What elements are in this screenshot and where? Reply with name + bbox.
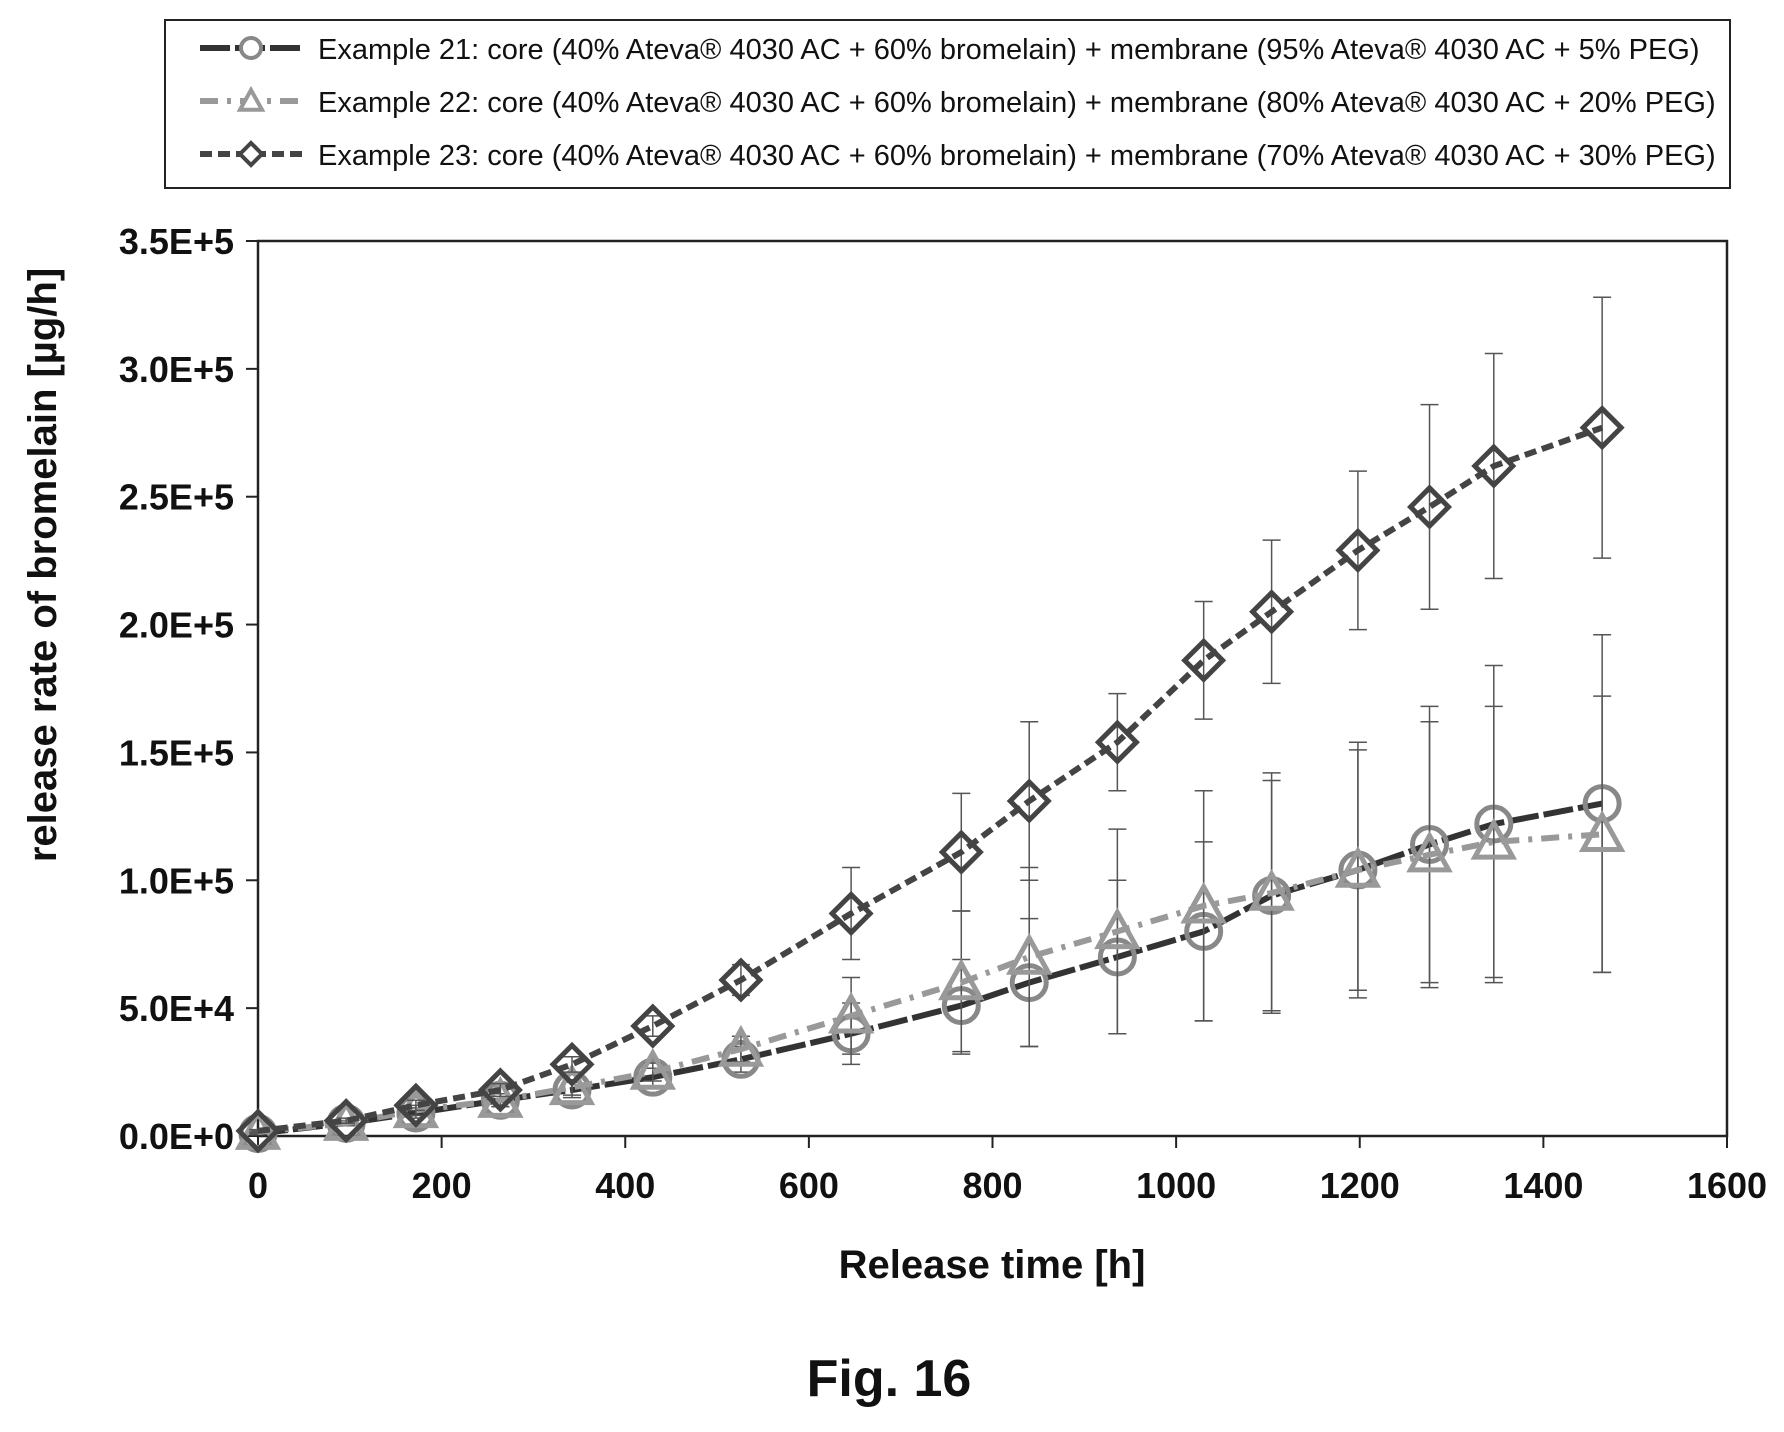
data-point-diamond (630, 1003, 676, 1049)
data-point-triangle (629, 1047, 677, 1090)
data-point-diamond (235, 1108, 281, 1154)
data-point-triangle (1578, 810, 1626, 852)
legend-marker (239, 36, 263, 60)
data-point-diamond (1094, 719, 1140, 765)
data-point-diamond (1335, 527, 1381, 573)
figure-caption: Fig. 16 (807, 1350, 972, 1408)
y-tick-label: 2.0E+5 (119, 605, 234, 646)
x-tick-label: 200 (412, 1165, 472, 1206)
legend-triangle-marker (236, 85, 266, 112)
data-point-diamond (549, 1041, 595, 1087)
series-line (257, 424, 1604, 1134)
legend-label: Example 22: core (40% Ateva® 4030 AC + 6… (318, 87, 1716, 119)
legend: Example 21: core (40% Ateva® 4030 AC + 6… (164, 19, 1731, 189)
y-tick-label: 3.0E+5 (119, 349, 234, 390)
data-point-diamond (938, 829, 984, 875)
legend-circle-marker (239, 36, 263, 60)
data-point-diamond (1471, 443, 1517, 489)
x-tick-label: 800 (962, 1165, 1022, 1206)
legend-label: Example 23: core (40% Ateva® 4030 AC + 6… (318, 140, 1716, 172)
data-point-triangle (1180, 881, 1227, 924)
legend-marker (236, 85, 266, 112)
data-point-diamond (1579, 405, 1625, 451)
data-point-triangle (1094, 907, 1141, 950)
data-point-triangle (1248, 868, 1295, 911)
data-point-triangle (827, 991, 875, 1034)
x-tick-label: 0 (248, 1165, 268, 1206)
data-point-diamond (718, 957, 764, 1003)
data-point-triangle (1470, 817, 1518, 860)
data-point-triangle (717, 1024, 765, 1067)
y-tick-label: 3.5E+5 (119, 221, 234, 262)
legend-marker (237, 140, 265, 168)
legend-entry-1: Example 21: core (40% Ateva® 4030 AC + 6… (200, 34, 1700, 66)
x-tick-label: 1400 (1503, 1165, 1583, 1206)
series-2 (234, 695, 1626, 1150)
x-tick-label: 1200 (1320, 1165, 1400, 1206)
data-point-triangle (1005, 932, 1053, 975)
legend-frame (164, 19, 1731, 189)
data-point-triangle (548, 1063, 596, 1106)
y-axis-label: release rate of bromelain [µg/h] (21, 268, 65, 862)
y-tick-label: 1.0E+5 (119, 860, 234, 901)
data-point-circle (633, 1057, 673, 1097)
data-point-triangle (1334, 845, 1382, 888)
x-tick-label: 1000 (1136, 1165, 1216, 1206)
data-point-diamond (477, 1067, 523, 1113)
data-point-triangle (938, 958, 985, 1001)
data-point-diamond (1406, 484, 1453, 530)
legend-entry-2: Example 22: core (40% Ateva® 4030 AC + 6… (200, 85, 1716, 119)
data-point-diamond (1249, 589, 1295, 635)
data-point-triangle (1406, 830, 1453, 873)
data-point-diamond (1181, 637, 1227, 683)
series-3 (235, 296, 1625, 1154)
y-tick-label: 0.0E+0 (119, 1116, 234, 1157)
x-tick-label: 400 (595, 1165, 655, 1206)
series-line (257, 831, 1603, 1136)
legend-diamond-marker (237, 140, 265, 168)
x-tick-label: 600 (779, 1165, 839, 1206)
data-point-diamond (1006, 778, 1052, 824)
legend-entry-3: Example 23: core (40% Ateva® 4030 AC + 6… (200, 140, 1716, 172)
y-tick-label: 2.5E+5 (119, 477, 234, 518)
data-point-diamond (323, 1098, 369, 1144)
legend-label: Example 21: core (40% Ateva® 4030 AC + 6… (318, 34, 1700, 66)
y-tick-label: 5.0E+4 (119, 988, 234, 1029)
x-axis-label: Release time [h] (839, 1243, 1146, 1287)
data-point-diamond (393, 1082, 439, 1128)
data-point-diamond (828, 890, 874, 937)
x-tick-label: 1600 (1687, 1165, 1767, 1206)
y-tick-label: 1.5E+5 (119, 732, 234, 773)
